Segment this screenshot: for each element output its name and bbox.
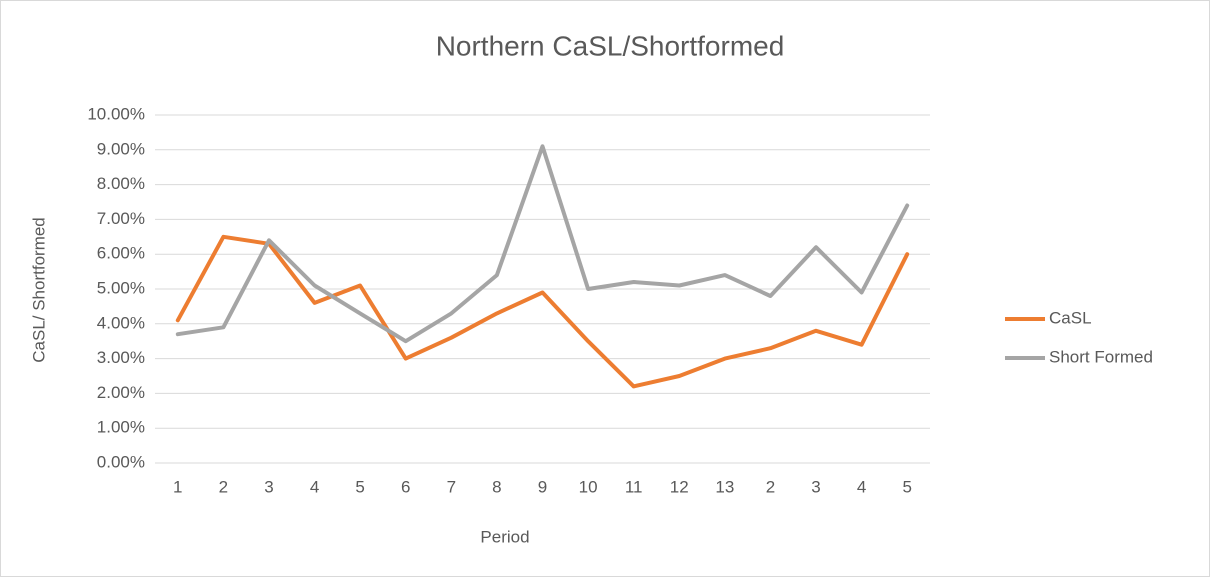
x-tick-label: 10	[579, 477, 598, 496]
x-tick-label: 12	[670, 477, 689, 496]
legend-label: CaSL	[1049, 308, 1092, 327]
series-line	[175, 234, 910, 389]
x-tick-label: 5	[355, 477, 364, 496]
chart-title: Northern CaSL/Shortformed	[436, 30, 785, 61]
y-tick-label: 4.00%	[97, 313, 145, 332]
y-tick-label: 5.00%	[97, 278, 145, 297]
x-tick-label: 6	[401, 477, 410, 496]
x-tick-label: 3	[264, 477, 273, 496]
y-tick-label: 7.00%	[97, 209, 145, 228]
y-tick-label: 8.00%	[97, 174, 145, 193]
x-tick-label: 2	[766, 477, 775, 496]
x-tick-label: 7	[447, 477, 456, 496]
y-tick-label: 2.00%	[97, 383, 145, 402]
x-tick-label: 4	[310, 477, 319, 496]
x-tick-label: 9	[538, 477, 547, 496]
x-tick-label: 2	[219, 477, 228, 496]
x-tick-label: 3	[811, 477, 820, 496]
x-axis-label: Period	[480, 527, 529, 546]
series-line	[175, 144, 910, 344]
x-tick-label: 13	[715, 477, 734, 496]
x-tick-label: 11	[625, 477, 643, 496]
y-tick-label: 1.00%	[97, 418, 145, 437]
legend-label: Short Formed	[1049, 347, 1153, 366]
y-tick-label: 6.00%	[97, 244, 145, 263]
y-axis-label: CaSL/ Shortformed	[29, 217, 48, 363]
y-tick-label: 3.00%	[97, 348, 145, 367]
x-tick-label: 5	[902, 477, 911, 496]
x-tick-label: 4	[857, 477, 866, 496]
x-tick-label: 1	[173, 477, 182, 496]
x-tick-label: 8	[492, 477, 501, 496]
y-tick-label: 10.00%	[87, 104, 145, 123]
y-tick-label: 0.00%	[97, 452, 145, 471]
y-tick-label: 9.00%	[97, 139, 145, 158]
